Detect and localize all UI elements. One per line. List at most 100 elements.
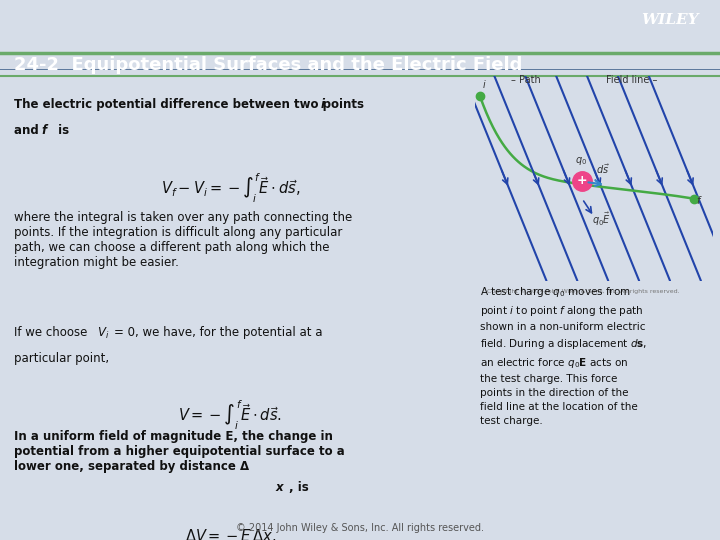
Bar — [0, 69, 720, 70]
Text: i: i — [482, 80, 485, 90]
Bar — [0, 69, 720, 70]
Bar — [0, 69, 720, 70]
Bar — [0, 69, 720, 70]
Bar — [0, 69, 720, 70]
Bar — [0, 69, 720, 70]
Bar — [0, 69, 720, 70]
Bar — [0, 69, 720, 70]
Bar — [0, 69, 720, 70]
Bar — [0, 69, 720, 70]
Bar — [0, 69, 720, 70]
Bar — [0, 69, 720, 70]
Bar — [0, 69, 720, 70]
Bar — [0, 69, 720, 70]
Text: particular point,: particular point, — [14, 352, 109, 365]
Bar — [0, 69, 720, 70]
Bar — [0, 69, 720, 70]
Text: $q_0\vec{E}$: $q_0\vec{E}$ — [592, 211, 611, 228]
Bar — [0, 69, 720, 70]
Bar — [0, 69, 720, 70]
Bar — [0, 69, 720, 70]
Bar — [0, 69, 720, 70]
Bar — [0, 69, 720, 70]
Bar — [0, 69, 720, 70]
Bar — [0, 69, 720, 70]
Bar — [0, 69, 720, 70]
Bar — [0, 69, 720, 70]
Bar — [0, 69, 720, 70]
Text: Field line –: Field line – — [606, 75, 657, 85]
Text: – Path: – Path — [511, 75, 541, 85]
Bar — [0, 69, 720, 70]
Text: is: is — [54, 124, 69, 137]
Text: = 0, we have, for the potential at a: = 0, we have, for the potential at a — [114, 326, 323, 339]
Bar — [0, 69, 720, 70]
Bar — [0, 69, 720, 70]
Text: i: i — [320, 98, 325, 111]
Bar — [0, 69, 720, 70]
Text: f: f — [42, 124, 47, 137]
Text: $q_0$: $q_0$ — [575, 155, 587, 167]
Text: In a uniform field of magnitude E, the change in
potential from a higher equipot: In a uniform field of magnitude E, the c… — [14, 430, 345, 472]
Bar — [0, 69, 720, 70]
Bar — [0, 69, 720, 70]
Text: $V_i$: $V_i$ — [97, 326, 109, 341]
Text: Copyright © 2014 John Wiley & Sons, Inc. All rights reserved.: Copyright © 2014 John Wiley & Sons, Inc.… — [487, 288, 680, 294]
Bar — [0, 69, 720, 70]
Text: where the integral is taken over any path connecting the
points. If the integrat: where the integral is taken over any pat… — [14, 211, 353, 269]
Bar — [0, 69, 720, 70]
Bar — [0, 69, 720, 70]
Text: , is: , is — [289, 481, 309, 494]
Bar — [0, 69, 720, 70]
Bar — [0, 69, 720, 70]
Bar — [0, 69, 720, 70]
Bar — [0, 69, 720, 70]
Text: $V = -\int_i^f \vec{E} \cdot d\vec{s}.$: $V = -\int_i^f \vec{E} \cdot d\vec{s}.$ — [179, 399, 282, 433]
Text: 24-2  Equipotential Surfaces and the Electric Field: 24-2 Equipotential Surfaces and the Elec… — [14, 56, 523, 74]
Bar — [0, 69, 720, 70]
Text: x: x — [276, 481, 284, 494]
Bar — [0, 69, 720, 70]
Bar — [0, 69, 720, 70]
Bar — [0, 69, 720, 70]
Bar — [0, 69, 720, 70]
Bar — [0, 69, 720, 70]
Bar — [0, 69, 720, 70]
Bar — [0, 69, 720, 70]
Bar — [0, 69, 720, 70]
Bar — [0, 69, 720, 70]
Bar — [0, 69, 720, 70]
Text: +: + — [577, 174, 588, 187]
Bar — [0, 69, 720, 70]
Bar — [0, 69, 720, 70]
Bar — [0, 69, 720, 70]
Bar — [0, 69, 720, 70]
Bar — [0, 69, 720, 70]
Bar — [0, 69, 720, 70]
Text: $\Delta V = -E\,\Delta x.$: $\Delta V = -E\,\Delta x.$ — [185, 528, 276, 540]
Bar — [0, 69, 720, 70]
Text: WILEY: WILEY — [641, 12, 698, 26]
Bar — [0, 69, 720, 70]
Text: $V_f - V_i = -\int_i^f \vec{E} \cdot d\vec{s},$: $V_f - V_i = -\int_i^f \vec{E} \cdot d\v… — [161, 171, 300, 205]
Text: The electric potential difference between two points: The electric potential difference betwee… — [14, 98, 369, 111]
Bar — [0, 69, 720, 70]
Text: A test charge $q_0$ moves from
point $i$ to point $f$ along the path
shown in a : A test charge $q_0$ moves from point $i$… — [480, 285, 647, 426]
Bar — [0, 69, 720, 70]
Bar — [0, 69, 720, 70]
Bar — [0, 69, 720, 70]
Bar — [0, 69, 720, 70]
Text: f: f — [696, 196, 700, 206]
Text: If we choose: If we choose — [14, 326, 91, 339]
Bar — [0, 69, 720, 70]
Text: and: and — [14, 124, 43, 137]
Bar — [0, 69, 720, 70]
Bar — [0, 69, 720, 70]
Bar — [0, 69, 720, 70]
Bar — [0, 69, 720, 70]
Bar — [0, 69, 720, 70]
Bar — [0, 69, 720, 70]
Bar — [0, 69, 720, 70]
Bar — [0, 69, 720, 70]
Bar — [0, 69, 720, 70]
